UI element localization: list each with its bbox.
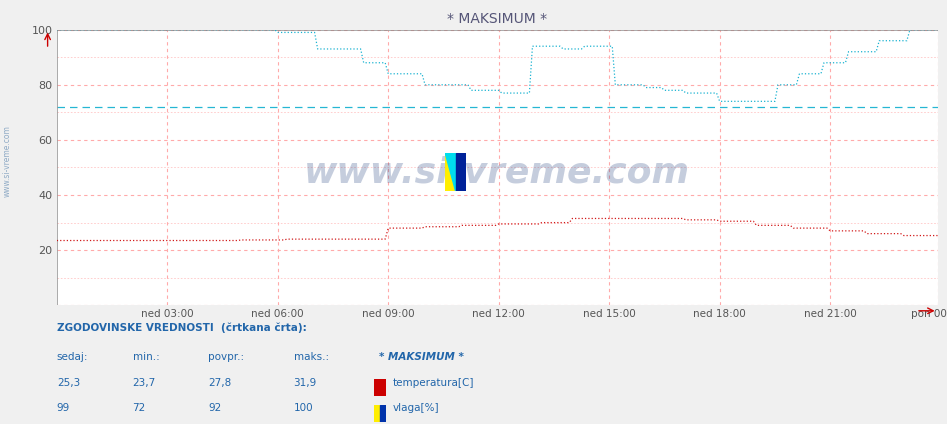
Text: 92: 92 <box>208 403 222 413</box>
Text: 100: 100 <box>294 403 313 413</box>
Text: www.si-vreme.com: www.si-vreme.com <box>304 156 690 190</box>
Text: 27,8: 27,8 <box>208 378 232 388</box>
Text: temperatura[C]: temperatura[C] <box>393 378 474 388</box>
Polygon shape <box>456 153 466 191</box>
Text: 99: 99 <box>57 403 70 413</box>
Polygon shape <box>445 153 456 191</box>
Text: povpr.:: povpr.: <box>208 352 244 363</box>
Title: * MAKSIMUM *: * MAKSIMUM * <box>447 12 547 26</box>
Text: www.si-vreme.com: www.si-vreme.com <box>3 125 12 197</box>
Text: min.:: min.: <box>133 352 159 363</box>
Text: vlaga[%]: vlaga[%] <box>393 403 439 413</box>
Polygon shape <box>445 153 456 191</box>
Text: 31,9: 31,9 <box>294 378 317 388</box>
Bar <box>374 405 381 422</box>
Text: * MAKSIMUM *: * MAKSIMUM * <box>379 352 464 363</box>
Text: sedaj:: sedaj: <box>57 352 88 363</box>
Text: 23,7: 23,7 <box>133 378 156 388</box>
Text: ZGODOVINSKE VREDNOSTI  (črtkana črta):: ZGODOVINSKE VREDNOSTI (črtkana črta): <box>57 322 307 333</box>
Bar <box>381 405 386 422</box>
Text: maks.:: maks.: <box>294 352 329 363</box>
Text: 72: 72 <box>133 403 146 413</box>
Text: 25,3: 25,3 <box>57 378 80 388</box>
